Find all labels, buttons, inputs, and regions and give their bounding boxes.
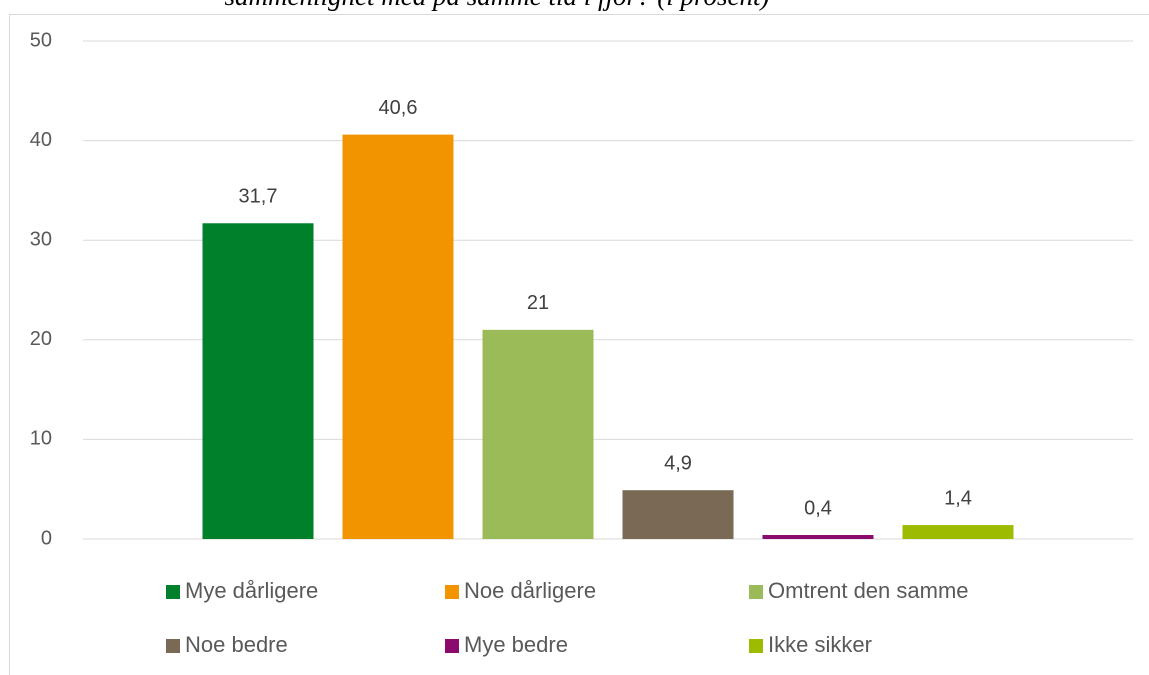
legend-label: Ikke sikker	[768, 632, 872, 657]
y-tick-label: 50	[30, 29, 52, 51]
y-tick-label: 40	[30, 129, 52, 151]
value-label: 40,6	[379, 97, 418, 119]
bar	[902, 525, 1014, 539]
bar	[202, 223, 314, 539]
y-tick-label: 0	[41, 527, 52, 549]
legend-label: Mye bedre	[464, 632, 568, 657]
legend-swatch	[166, 585, 180, 599]
bar	[762, 535, 874, 539]
legend-label: Omtrent den samme	[768, 578, 969, 603]
bar	[342, 134, 454, 539]
legend-swatch	[445, 639, 459, 653]
legend-label: Noe bedre	[185, 632, 288, 657]
value-label: 1,4	[944, 487, 972, 509]
chart-title: sammenlignet med på samme tid i fjor? (i…	[225, 0, 770, 11]
bar	[622, 490, 734, 539]
legend-swatch	[749, 639, 763, 653]
value-label: 31,7	[239, 186, 278, 208]
y-tick-label: 20	[30, 328, 52, 350]
legend-label: Noe dårligere	[464, 578, 596, 603]
y-tick-label: 30	[30, 228, 52, 250]
value-label: 0,4	[804, 497, 832, 519]
value-label: 21	[527, 292, 549, 314]
legend-swatch	[749, 585, 763, 599]
value-label: 4,9	[664, 452, 692, 474]
chart-frame	[9, 14, 1149, 675]
bar	[482, 329, 594, 539]
y-tick-label: 10	[30, 428, 52, 450]
legend-label: Mye dårligere	[185, 578, 318, 603]
legend-swatch	[445, 585, 459, 599]
legend-swatch	[166, 639, 180, 653]
